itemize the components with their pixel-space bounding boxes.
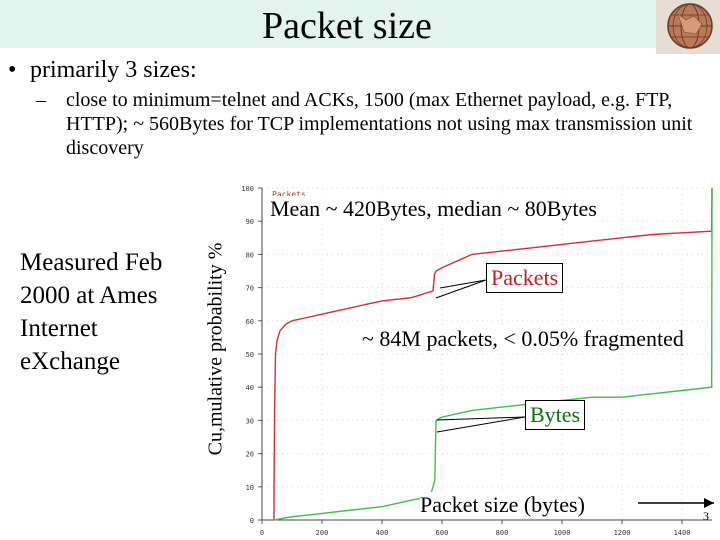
packets-leader-line [439,279,487,289]
x-tick-label: 400 [376,529,389,537]
packet-count-annotation: ~ 84M packets, < 0.05% fragmented [362,326,684,352]
y-tick-label: 90 [246,218,254,226]
globe-logo-icon [656,0,720,54]
measurement-note: Measured Feb 2000 at Ames Internet eXcha… [20,249,163,375]
title-bar [0,0,656,48]
y-tick-label: 70 [246,285,254,293]
chart-inner-label: Packets [272,190,306,199]
y-tick-label: 10 [246,484,254,492]
x-tick-label: 800 [496,529,509,537]
series-line-bytes [273,187,713,521]
x-tick-label: 200 [316,529,329,537]
bullet-marker: • [8,57,17,83]
sub-bullet-text: close to minimum=telnet and ACKs, 1500 (… [66,89,693,159]
y-tick-label: 40 [246,384,254,392]
y-tick-label: 0 [250,517,254,525]
page-number: 3 [703,509,709,523]
y-tick-label: 60 [246,318,254,326]
y-tick-label: 50 [246,351,254,359]
y-tick-label: 100 [241,185,254,193]
main-bullet: • primarily 3 sizes: [8,56,197,84]
bytes-leader-line [436,416,526,433]
y-tick-label: 80 [246,251,254,259]
main-bullet-text: primarily 3 sizes: [30,57,197,83]
x-tick-label: 0 [260,529,264,537]
bytes-callout: Bytes [525,400,586,430]
x-axis-arrow-head [704,498,714,508]
bytes-leader-line [436,416,526,421]
packets-callout: Packets [486,263,564,293]
x-tick-label: 600 [436,529,449,537]
x-axis-label: Packet size (bytes) [420,492,585,518]
x-tick-label: 1400 [674,529,691,537]
sub-bullet-marker: – [36,89,46,111]
packets-leader-line [435,279,487,299]
slide-title: Packet size [262,5,432,47]
mean-median-annotation: Mean ~ 420Bytes, median ~ 80Bytes [270,196,597,222]
x-tick-label: 1200 [614,529,631,537]
x-tick-label: 1000 [554,529,571,537]
y-tick-label: 30 [246,417,254,425]
series-line-packets [273,187,713,520]
y-tick-label: 20 [246,451,254,459]
